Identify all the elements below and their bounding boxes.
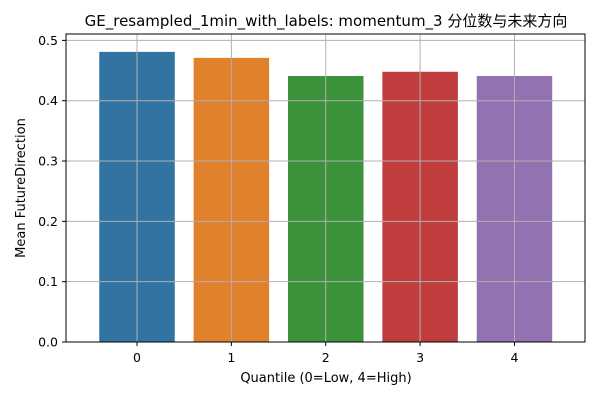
y-tick-label: 0.0 — [38, 335, 58, 350]
x-tick-label: 2 — [322, 350, 330, 365]
y-tick-label: 0.5 — [38, 33, 58, 48]
y-tick-label: 0.3 — [38, 154, 58, 169]
plot-area — [65, 33, 586, 343]
x-tick-label: 0 — [133, 350, 141, 365]
x-tick-label: 4 — [511, 350, 519, 365]
y-tick-label: 0.1 — [38, 274, 58, 289]
y-axis-label: Mean FutureDirection — [14, 118, 29, 258]
x-tick-label: 1 — [227, 350, 235, 365]
x-tick-label: 3 — [416, 350, 424, 365]
y-tick-label: 0.4 — [38, 93, 58, 108]
y-tick-label: 0.2 — [38, 214, 58, 229]
chart-title: GE_resampled_1min_with_labels: momentum_… — [85, 12, 568, 31]
x-axis-label: Quantile (0=Low, 4=High) — [240, 371, 411, 386]
